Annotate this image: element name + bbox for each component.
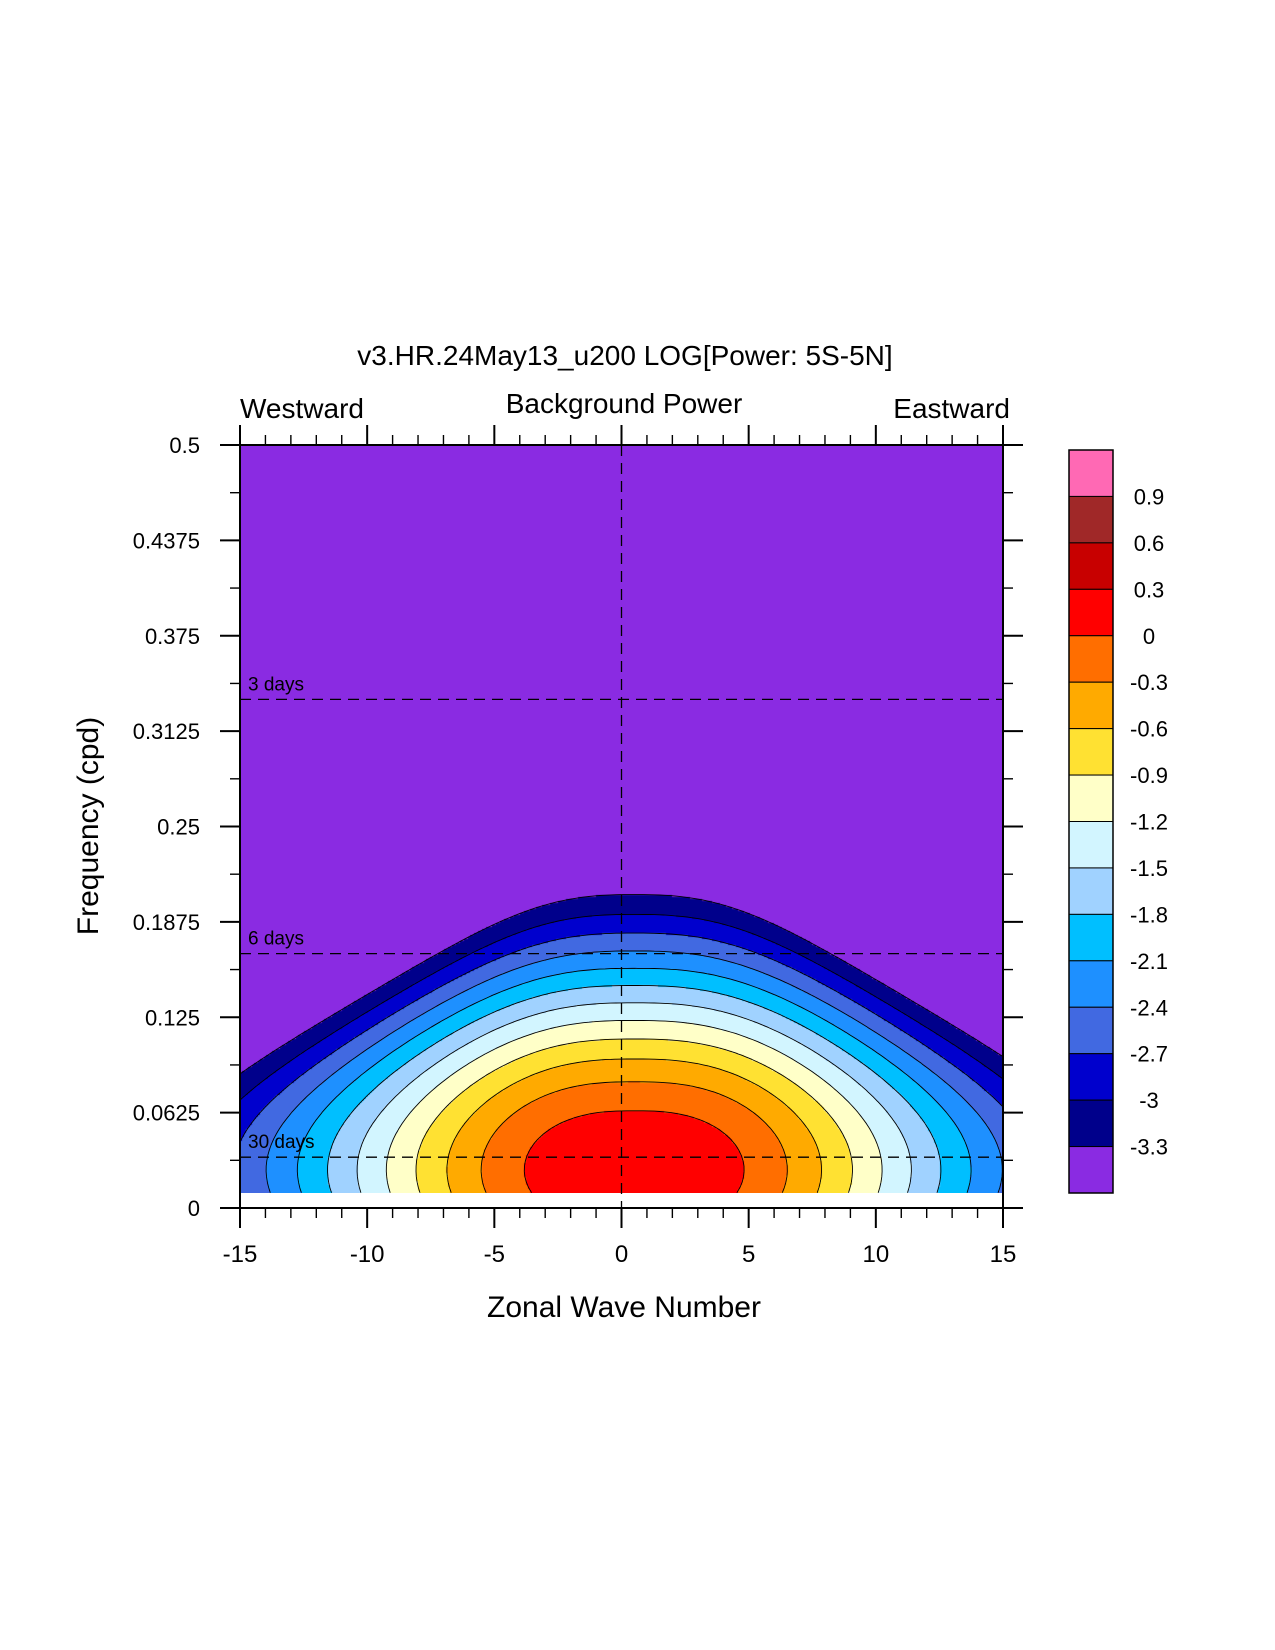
colorbar-label-11: -2.4 [1130, 995, 1168, 1020]
colorbar-label-1: 0.6 [1134, 531, 1165, 556]
colorbar-box-10 [1068, 913, 1114, 962]
contour-line-0 [239, 894, 1004, 1075]
colorbar-box-4 [1068, 635, 1114, 683]
y-tick-label-4: 0.25 [157, 815, 200, 840]
x-tick-label-3: 0 [615, 1241, 628, 1268]
contour-line-1 [239, 913, 1004, 1101]
colorbar-label-7: -1.2 [1130, 810, 1168, 835]
subtitle-eastward: Eastward [893, 393, 1010, 424]
colorbar-box-13 [1068, 1053, 1114, 1101]
contour-line-9 [446, 1058, 822, 1193]
contour-line-7 [385, 1020, 883, 1193]
colorbar-box-5 [1068, 681, 1114, 730]
x-tick-label-0: -15 [223, 1241, 258, 1268]
y-tick-label-0: 0 [188, 1196, 200, 1221]
colorbar-box-6 [1068, 728, 1114, 776]
contour-line-5 [327, 985, 942, 1193]
x-tick-label-1: -10 [350, 1241, 385, 1268]
colorbar: 0.9 0.6 0.3 0 -0.3 -0.6 -0.9 -1.2 -1.5 -1.8 -2.1 -2… [1068, 449, 1168, 1194]
period-label-2: 30 days [248, 1132, 315, 1153]
x-tick-label-6: 15 [990, 1241, 1017, 1268]
colorbar-label-5: -0.6 [1130, 717, 1168, 742]
x-tick-label-5: 10 [862, 1241, 889, 1268]
period-label-0: 3 days [248, 674, 304, 695]
chart-title: v3.HR.24May13_u200 LOG[Power: 5S-5N] [357, 340, 892, 371]
colorbar-label-13: -3 [1139, 1088, 1159, 1113]
colorbar-box-9 [1068, 867, 1114, 915]
colorbar-box-12 [1068, 1006, 1114, 1055]
y-tick-label-3: 0.1875 [133, 910, 200, 935]
plot-overlay: 3 days 6 days 30 days [240, 445, 1003, 1208]
plot-area [239, 445, 1004, 1193]
colorbar-label-0: 0.9 [1134, 484, 1165, 509]
colorbar-box-15 [1068, 1146, 1114, 1194]
y-tick-label-7: 0.4375 [133, 528, 200, 553]
colorbar-label-12: -2.7 [1130, 1042, 1168, 1067]
contour-fill [240, 445, 1003, 1193]
colorbar-label-4: -0.3 [1130, 670, 1168, 695]
colorbar-label-3: 0 [1143, 624, 1155, 649]
y-axis-label: Frequency (cpd) [72, 717, 105, 935]
x-axis-label: Zonal Wave Number [487, 1291, 761, 1324]
contour-line-3 [265, 950, 1003, 1193]
period-label-1: 6 days [248, 929, 304, 950]
colorbar-label-8: -1.5 [1130, 856, 1168, 881]
contour-line-8 [415, 1038, 853, 1193]
colorbar-label-2: 0.3 [1134, 577, 1165, 602]
colorbar-label-6: -0.9 [1130, 763, 1168, 788]
contour-line-4 [296, 967, 972, 1193]
colorbar-label-10: -2.1 [1130, 949, 1168, 974]
y-tick-label-8: 0.5 [169, 433, 200, 458]
y-tick-label-6: 0.375 [145, 624, 200, 649]
colorbar-box-3 [1068, 588, 1114, 637]
x-tick-label-2: -5 [484, 1241, 505, 1268]
colorbar-box-7 [1068, 774, 1114, 822]
colorbar-frame [1068, 449, 1114, 1194]
y-tick-label-1: 0.0625 [133, 1101, 200, 1126]
colorbar-box-8 [1068, 821, 1114, 869]
subtitle-westward: Westward [240, 393, 364, 424]
colorbar-box-0 [1068, 449, 1114, 497]
axes: -15 -10 -5 0 5 10 15 0 0.0625 0.125 0.1875 0.25 0.31… [133, 425, 1023, 1268]
y-tick-label-2: 0.125 [145, 1005, 200, 1030]
subtitle-background-power: Background Power [506, 388, 743, 419]
colorbar-box-1 [1068, 495, 1114, 544]
y-tick-label-5: 0.3125 [133, 719, 200, 744]
colorbar-box-14 [1068, 1099, 1114, 1148]
x-tick-label-4: 5 [742, 1241, 755, 1268]
contour-line-10 [480, 1081, 788, 1193]
colorbar-label-9: -1.8 [1130, 902, 1168, 927]
colorbar-label-14: -3.3 [1130, 1135, 1168, 1160]
colorbar-box-2 [1068, 542, 1114, 590]
contour-line-11 [523, 1110, 745, 1193]
contour-line-6 [356, 1002, 912, 1193]
colorbar-box-11 [1068, 960, 1114, 1008]
